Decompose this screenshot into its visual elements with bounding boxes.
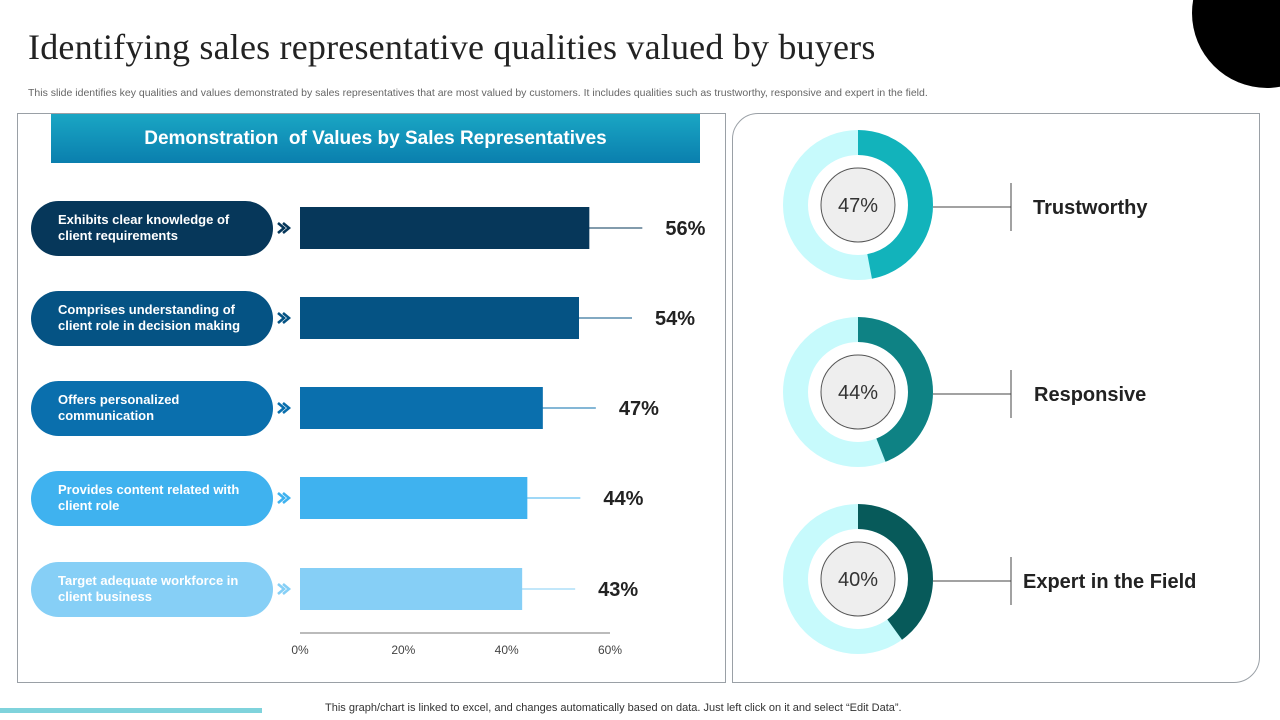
page-title: Identifying sales representative qualiti… (28, 27, 876, 67)
footer-note: This graph/chart is linked to excel, and… (325, 702, 902, 714)
corner-decoration (1192, 0, 1280, 88)
category-pill: Provides content related with client rol… (31, 470, 273, 526)
footer-accent-bar (0, 708, 262, 713)
category-pill: Offers personalized communication (31, 380, 273, 436)
donut-chart-panel (732, 113, 1260, 683)
bar-chart-panel (17, 113, 726, 683)
category-pill: Comprises understanding of client role i… (31, 290, 273, 346)
category-pill: Target adequate workforce in client busi… (31, 561, 273, 617)
page-subtitle: This slide identifies key qualities and … (28, 87, 928, 99)
bar-chart-banner: Demonstration of Values by Sales Represe… (51, 114, 700, 163)
category-pill: Exhibits clear knowledge of client requi… (31, 200, 273, 256)
